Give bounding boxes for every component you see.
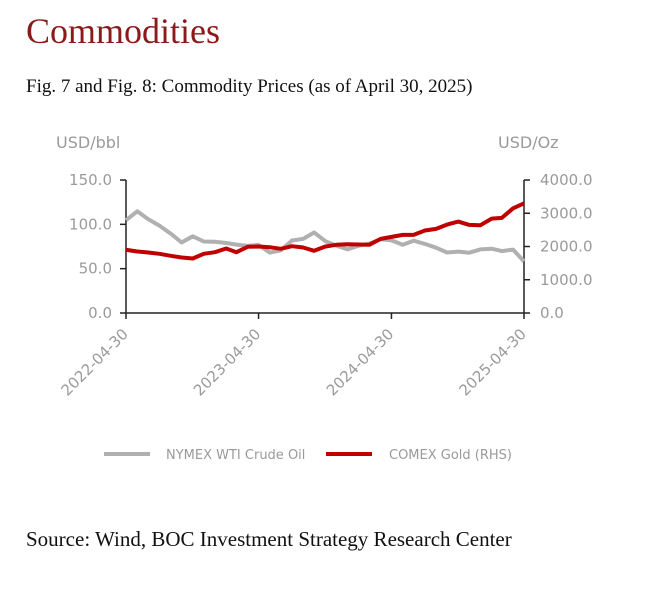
- left-y-ticks: 0.0 50.0 100.0 150.0: [69, 171, 126, 322]
- right-tick-label: 0.0: [540, 304, 564, 322]
- figure-title: Fig. 7 and Fig. 8: Commodity Prices (as …: [26, 76, 473, 97]
- source-note: Source: Wind, BOC Investment Strategy Re…: [26, 527, 512, 551]
- right-tick-label: 4000.0: [540, 171, 593, 189]
- x-axis-ticks: 2022-04-30 2023-04-30 2024-04-30 2025-04-30: [57, 313, 530, 399]
- left-axis-unit: USD/bbl: [56, 133, 120, 152]
- right-tick-label: 2000.0: [540, 238, 593, 256]
- legend: NYMEX WTI Crude Oil COMEX Gold (RHS): [104, 448, 512, 463]
- left-tick-label: 150.0: [69, 171, 112, 189]
- x-tick-label: 2025-04-30: [455, 325, 529, 399]
- legend-label-gold: COMEX Gold (RHS): [389, 448, 512, 463]
- legend-label-oil: NYMEX WTI Crude Oil: [166, 448, 305, 463]
- right-tick-label: 1000.0: [540, 271, 593, 289]
- right-y-ticks: 0.0 1000.0 2000.0 3000.0 4000.0: [524, 171, 593, 322]
- section-title: Commodities: [26, 11, 221, 51]
- x-tick-label: 2024-04-30: [323, 325, 397, 399]
- series-line-comex-gold: [125, 201, 525, 261]
- left-tick-label: 100.0: [69, 215, 112, 233]
- commodity-price-chart: USD/bbl USD/Oz 0.0 50.0 100.0 150.0 0.0 1000…: [56, 133, 593, 463]
- right-tick-label: 3000.0: [540, 204, 593, 222]
- right-axis-unit: USD/Oz: [498, 133, 559, 152]
- left-tick-label: 50.0: [79, 260, 112, 278]
- x-tick-label: 2023-04-30: [190, 325, 264, 399]
- x-tick-label: 2022-04-30: [57, 325, 131, 399]
- series-line-wti-crude-oil: [124, 209, 526, 263]
- left-tick-label: 0.0: [88, 304, 112, 322]
